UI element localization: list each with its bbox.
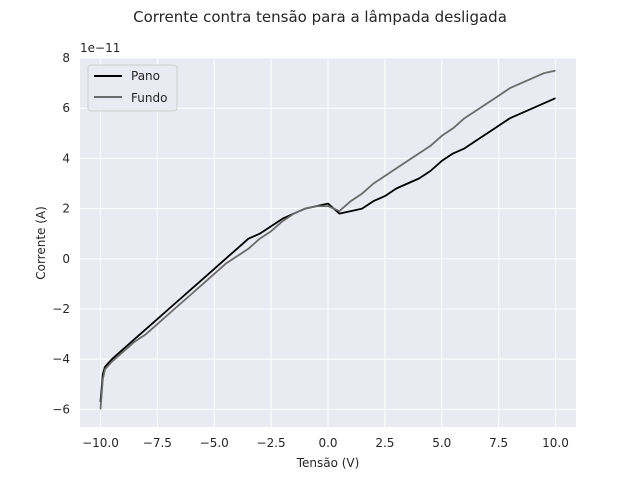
x-tick-label: −2.5: [257, 436, 286, 450]
legend-label-fundo: Fundo: [131, 91, 167, 105]
y-tick-label: −6: [52, 402, 70, 416]
x-tick-label: −5.0: [200, 436, 229, 450]
y-tick-label: 8: [62, 51, 70, 65]
x-tick-label: −10.0: [82, 436, 119, 450]
x-tick-labels: −10.0 −7.5 −5.0 −2.5 0.0 2.5 5.0 7.5 10.0: [82, 436, 569, 450]
y-axis-label: Corrente (A): [34, 206, 48, 280]
y-tick-label: −4: [52, 352, 70, 366]
y-tick-label: 6: [62, 101, 70, 115]
x-tick-label: 5.0: [432, 436, 451, 450]
x-tick-label: 2.5: [375, 436, 394, 450]
y-tick-label: −2: [52, 302, 70, 316]
x-tick-label: 7.5: [489, 436, 508, 450]
x-tick-label: −7.5: [143, 436, 172, 450]
y-tick-label: 2: [62, 202, 70, 216]
y-tick-label: 0: [62, 252, 70, 266]
x-tick-label: 0.0: [318, 436, 337, 450]
x-tick-label: 10.0: [542, 436, 569, 450]
y-tick-label: 4: [62, 151, 70, 165]
legend: Pano Fundo: [87, 64, 178, 112]
x-axis-label: Tensão (V): [296, 456, 360, 470]
y-tick-labels: −6 −4 −2 0 2 4 6 8: [52, 51, 70, 416]
y-offset-text: 1e−11: [80, 41, 120, 55]
series-lines: [99, 69, 556, 410]
chart-title: Corrente contra tensão para a lâmpada de…: [133, 8, 507, 26]
series-line-fundo: [99, 69, 556, 410]
legend-label-pano: Pano: [131, 69, 160, 83]
grid: [80, 57, 576, 427]
